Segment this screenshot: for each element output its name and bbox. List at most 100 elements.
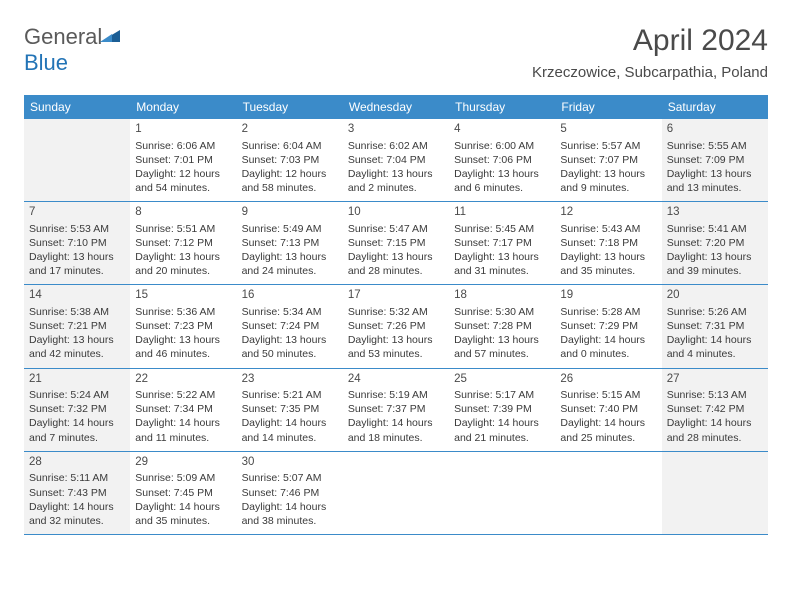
day-cell: 1Sunrise: 6:06 AMSunset: 7:01 PMDaylight… <box>130 119 236 201</box>
daylight-text: Daylight: 14 hours and 0 minutes. <box>560 333 656 361</box>
sunrise-text: Sunrise: 5:21 AM <box>242 388 338 402</box>
daylight-text: Daylight: 14 hours and 25 minutes. <box>560 416 656 444</box>
sunrise-text: Sunrise: 5:26 AM <box>667 305 763 319</box>
day-number: 17 <box>348 288 444 304</box>
day-cell: 30Sunrise: 5:07 AMSunset: 7:46 PMDayligh… <box>237 452 343 534</box>
sunset-text: Sunset: 7:10 PM <box>29 236 125 250</box>
day-header-cell: Wednesday <box>343 95 449 119</box>
day-number: 19 <box>560 288 656 304</box>
sunset-text: Sunset: 7:13 PM <box>242 236 338 250</box>
day-cell: 26Sunrise: 5:15 AMSunset: 7:40 PMDayligh… <box>555 369 661 451</box>
sunrise-text: Sunrise: 5:22 AM <box>135 388 231 402</box>
day-cell: 11Sunrise: 5:45 AMSunset: 7:17 PMDayligh… <box>449 202 555 284</box>
day-cell: 4Sunrise: 6:00 AMSunset: 7:06 PMDaylight… <box>449 119 555 201</box>
day-number: 5 <box>560 122 656 138</box>
daylight-text: Daylight: 13 hours and 20 minutes. <box>135 250 231 278</box>
logo-text-gray: General <box>24 24 102 49</box>
daylight-text: Daylight: 14 hours and 28 minutes. <box>667 416 763 444</box>
logo-text: GeneralBlue <box>24 24 120 76</box>
day-cell: 15Sunrise: 5:36 AMSunset: 7:23 PMDayligh… <box>130 285 236 367</box>
week-row: 14Sunrise: 5:38 AMSunset: 7:21 PMDayligh… <box>24 285 768 368</box>
location-text: Krzeczowice, Subcarpathia, Poland <box>532 64 768 81</box>
day-cell: 21Sunrise: 5:24 AMSunset: 7:32 PMDayligh… <box>24 369 130 451</box>
day-number: 24 <box>348 372 444 388</box>
day-cell <box>662 452 768 534</box>
sunset-text: Sunset: 7:26 PM <box>348 319 444 333</box>
sunrise-text: Sunrise: 5:38 AM <box>29 305 125 319</box>
daylight-text: Daylight: 14 hours and 38 minutes. <box>242 500 338 528</box>
page: GeneralBlue April 2024 Krzeczowice, Subc… <box>0 0 792 551</box>
day-number: 25 <box>454 372 550 388</box>
day-cell: 10Sunrise: 5:47 AMSunset: 7:15 PMDayligh… <box>343 202 449 284</box>
sunrise-text: Sunrise: 5:19 AM <box>348 388 444 402</box>
sunrise-text: Sunrise: 5:49 AM <box>242 222 338 236</box>
week-row: 1Sunrise: 6:06 AMSunset: 7:01 PMDaylight… <box>24 119 768 202</box>
daylight-text: Daylight: 14 hours and 7 minutes. <box>29 416 125 444</box>
daylight-text: Daylight: 13 hours and 35 minutes. <box>560 250 656 278</box>
day-cell <box>343 452 449 534</box>
day-number: 3 <box>348 122 444 138</box>
sunrise-text: Sunrise: 5:28 AM <box>560 305 656 319</box>
day-cell: 12Sunrise: 5:43 AMSunset: 7:18 PMDayligh… <box>555 202 661 284</box>
daylight-text: Daylight: 13 hours and 57 minutes. <box>454 333 550 361</box>
day-number: 16 <box>242 288 338 304</box>
day-number: 8 <box>135 205 231 221</box>
day-number: 21 <box>29 372 125 388</box>
sunset-text: Sunset: 7:12 PM <box>135 236 231 250</box>
day-cell: 16Sunrise: 5:34 AMSunset: 7:24 PMDayligh… <box>237 285 343 367</box>
sunset-text: Sunset: 7:37 PM <box>348 402 444 416</box>
day-cell: 2Sunrise: 6:04 AMSunset: 7:03 PMDaylight… <box>237 119 343 201</box>
day-cell: 8Sunrise: 5:51 AMSunset: 7:12 PMDaylight… <box>130 202 236 284</box>
sunset-text: Sunset: 7:21 PM <box>29 319 125 333</box>
daylight-text: Daylight: 13 hours and 50 minutes. <box>242 333 338 361</box>
day-cell: 5Sunrise: 5:57 AMSunset: 7:07 PMDaylight… <box>555 119 661 201</box>
day-cell: 18Sunrise: 5:30 AMSunset: 7:28 PMDayligh… <box>449 285 555 367</box>
daylight-text: Daylight: 13 hours and 13 minutes. <box>667 167 763 195</box>
logo-triangle-icon <box>100 24 120 49</box>
page-title: April 2024 <box>532 24 768 58</box>
day-number: 7 <box>29 205 125 221</box>
daylight-text: Daylight: 13 hours and 53 minutes. <box>348 333 444 361</box>
sunset-text: Sunset: 7:09 PM <box>667 153 763 167</box>
title-block: April 2024 Krzeczowice, Subcarpathia, Po… <box>532 24 768 81</box>
week-row: 7Sunrise: 5:53 AMSunset: 7:10 PMDaylight… <box>24 202 768 285</box>
day-cell: 27Sunrise: 5:13 AMSunset: 7:42 PMDayligh… <box>662 369 768 451</box>
sunrise-text: Sunrise: 5:13 AM <box>667 388 763 402</box>
daylight-text: Daylight: 12 hours and 58 minutes. <box>242 167 338 195</box>
day-cell <box>449 452 555 534</box>
day-number: 6 <box>667 122 763 138</box>
daylight-text: Daylight: 12 hours and 54 minutes. <box>135 167 231 195</box>
day-cell: 13Sunrise: 5:41 AMSunset: 7:20 PMDayligh… <box>662 202 768 284</box>
sunset-text: Sunset: 7:40 PM <box>560 402 656 416</box>
sunset-text: Sunset: 7:35 PM <box>242 402 338 416</box>
day-number: 20 <box>667 288 763 304</box>
day-cell <box>24 119 130 201</box>
day-cell: 23Sunrise: 5:21 AMSunset: 7:35 PMDayligh… <box>237 369 343 451</box>
sunrise-text: Sunrise: 5:47 AM <box>348 222 444 236</box>
day-header-cell: Saturday <box>662 95 768 119</box>
daylight-text: Daylight: 14 hours and 18 minutes. <box>348 416 444 444</box>
day-header-cell: Thursday <box>449 95 555 119</box>
daylight-text: Daylight: 13 hours and 24 minutes. <box>242 250 338 278</box>
calendar: SundayMondayTuesdayWednesdayThursdayFrid… <box>24 95 768 535</box>
day-number: 1 <box>135 122 231 138</box>
sunrise-text: Sunrise: 5:36 AM <box>135 305 231 319</box>
day-header-cell: Tuesday <box>237 95 343 119</box>
day-number: 2 <box>242 122 338 138</box>
day-header-cell: Sunday <box>24 95 130 119</box>
day-cell: 9Sunrise: 5:49 AMSunset: 7:13 PMDaylight… <box>237 202 343 284</box>
sunset-text: Sunset: 7:42 PM <box>667 402 763 416</box>
daylight-text: Daylight: 14 hours and 14 minutes. <box>242 416 338 444</box>
day-number: 10 <box>348 205 444 221</box>
day-cell: 25Sunrise: 5:17 AMSunset: 7:39 PMDayligh… <box>449 369 555 451</box>
sunrise-text: Sunrise: 5:32 AM <box>348 305 444 319</box>
sunrise-text: Sunrise: 5:30 AM <box>454 305 550 319</box>
daylight-text: Daylight: 13 hours and 46 minutes. <box>135 333 231 361</box>
daylight-text: Daylight: 13 hours and 42 minutes. <box>29 333 125 361</box>
day-cell: 29Sunrise: 5:09 AMSunset: 7:45 PMDayligh… <box>130 452 236 534</box>
daylight-text: Daylight: 14 hours and 32 minutes. <box>29 500 125 528</box>
day-number: 11 <box>454 205 550 221</box>
day-number: 27 <box>667 372 763 388</box>
weeks-container: 1Sunrise: 6:06 AMSunset: 7:01 PMDaylight… <box>24 119 768 535</box>
daylight-text: Daylight: 14 hours and 21 minutes. <box>454 416 550 444</box>
